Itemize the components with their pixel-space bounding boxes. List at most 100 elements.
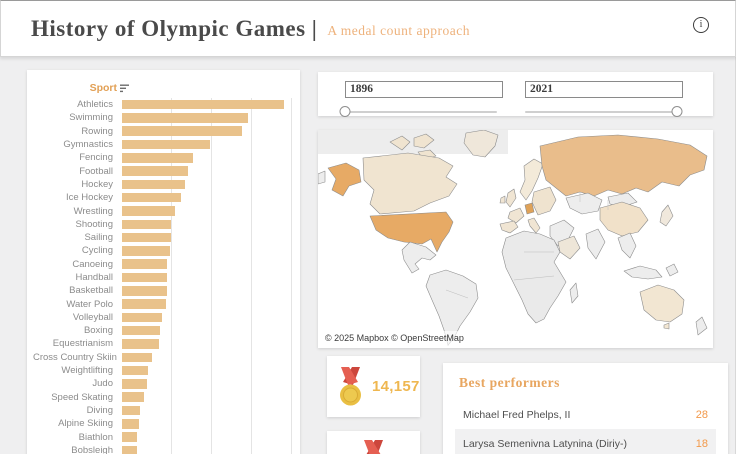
sport-label: Ice Hockey [66,192,113,204]
sport-label: Judo [92,378,113,390]
year-from-input[interactable] [345,80,503,98]
chart-row[interactable]: Sailing [33,231,294,244]
chart-row[interactable]: Fencing [33,151,294,164]
sport-label: Speed Skating [51,391,113,403]
sport-label: Gymnastics [63,139,113,151]
sport-label: Canoeing [72,258,113,270]
total-medal-count: 14,157 [372,378,420,395]
chart-row[interactable]: Biathlon [33,430,294,443]
chart-row[interactable]: Handball [33,271,294,284]
sport-label: Weightlifting [61,365,113,377]
sport-label: Handball [75,272,114,283]
sport-bar[interactable] [122,352,152,363]
sport-bar[interactable] [122,179,186,190]
sport-bar[interactable] [122,206,176,216]
performer-row[interactable]: Michael Fred Phelps, II 28 [455,400,716,429]
sport-bar[interactable] [122,339,160,349]
chart-row[interactable]: Cycling [33,244,294,257]
chart-row[interactable]: Gymnastics [33,138,294,151]
sport-column-label[interactable]: Sport [89,82,117,94]
sport-label: Sailing [84,232,113,244]
sport-bar[interactable] [122,246,170,256]
sport-bar[interactable] [122,113,248,123]
performer-row[interactable]: Larysa Semenivna Latynina (Diriy-) 18 [455,429,716,454]
chart-row[interactable]: Swimming [33,111,294,124]
chart-row[interactable]: Boxing [33,324,294,337]
sport-bar[interactable] [122,166,188,176]
sport-label: Cycling [81,245,113,257]
year-from-group [339,79,503,117]
slider-track[interactable] [525,110,677,113]
sport-bar[interactable] [122,219,172,230]
sort-descending-icon[interactable] [120,84,131,93]
sport-bar[interactable] [122,432,138,442]
sport-bar[interactable] [122,419,140,429]
page-title: History of Olympic Games | [31,15,318,41]
chart-row[interactable]: Basketball [33,284,294,297]
sport-label: Basketball [69,285,113,297]
sport-bar-list: Athletics Swimming Rowing Gymnastics Fencing… [33,98,294,454]
info-icon[interactable]: i [693,16,709,33]
chart-row[interactable]: Equestrianism [33,337,294,350]
chart-row[interactable]: Water Polo [33,297,294,310]
sport-label: Water Polo [66,298,113,310]
sport-medal-bar-chart: Sport Athletics Swimming Rowing Gymnastics F… [27,70,300,454]
performer-medal-count: 18 [695,437,708,450]
year-to-slider-handle[interactable] [671,105,683,117]
chart-row[interactable]: Rowing [33,125,294,138]
sport-bar[interactable] [122,192,182,203]
chart-row[interactable]: Wrestling [33,204,294,217]
chart-row[interactable]: Volleyball [33,311,294,324]
sport-bar[interactable] [122,126,242,136]
sport-label: Cross Country Skiing [33,351,117,363]
medal-icon [364,440,383,454]
chart-row[interactable]: Diving [33,404,294,417]
sport-label: Equestrianism [52,338,113,350]
sport-label: Football [79,165,113,177]
sport-bar[interactable] [122,392,144,402]
chart-row[interactable]: Weightlifting [33,364,294,377]
sport-bar[interactable] [122,379,147,389]
bar-chart-plot-area: Athletics Swimming Rowing Gymnastics Fencing… [33,98,294,454]
chart-row[interactable]: Shooting [33,218,294,231]
chart-column-header[interactable]: Sport [33,81,294,95]
chart-row[interactable]: Ice Hockey [33,191,294,204]
performer-list: Michael Fred Phelps, II 28 Larysa Semenivn… [455,400,716,454]
sport-bar[interactable] [122,312,162,323]
chart-row[interactable]: Athletics [33,98,294,111]
year-from-slider[interactable] [339,105,497,117]
sport-bar[interactable] [122,405,140,416]
world-map[interactable] [318,130,713,348]
sport-label: Athletics [77,99,113,111]
world-medal-map-card: © 2025 Mapbox © OpenStreetMap [318,130,713,348]
chart-row[interactable]: Bobsleigh [33,444,294,454]
sport-bar[interactable] [122,139,210,150]
year-from-slider-handle[interactable] [339,105,351,117]
sport-label: Biathlon [78,431,113,443]
year-to-slider[interactable] [525,105,683,117]
sport-bar[interactable] [122,272,167,283]
chart-row[interactable]: Football [33,164,294,177]
sport-bar[interactable] [122,286,167,296]
sport-bar[interactable] [122,99,284,110]
sport-label: Boxing [83,325,113,337]
chart-row[interactable]: Cross Country Skiing [33,351,294,364]
sport-bar[interactable] [122,325,160,336]
sport-label: Shooting [75,218,113,230]
chart-row[interactable]: Judo [33,377,294,390]
year-to-group [525,79,683,117]
sport-bar[interactable] [122,232,171,243]
chart-row[interactable]: Speed Skating [33,391,294,404]
performer-name: Michael Fred Phelps, II [463,408,571,421]
chart-row[interactable]: Hockey [33,178,294,191]
sport-bar[interactable] [122,299,166,309]
sport-bar[interactable] [122,259,168,269]
chart-row[interactable]: Alpine Skiing [33,417,294,430]
chart-row[interactable]: Canoeing [33,258,294,271]
sport-bar[interactable] [122,365,148,376]
page-subtitle: A medal count approach [327,22,470,38]
year-to-input[interactable] [525,80,683,98]
sport-bar[interactable] [122,153,194,163]
sport-bar[interactable] [122,445,137,454]
slider-track[interactable] [345,110,497,113]
